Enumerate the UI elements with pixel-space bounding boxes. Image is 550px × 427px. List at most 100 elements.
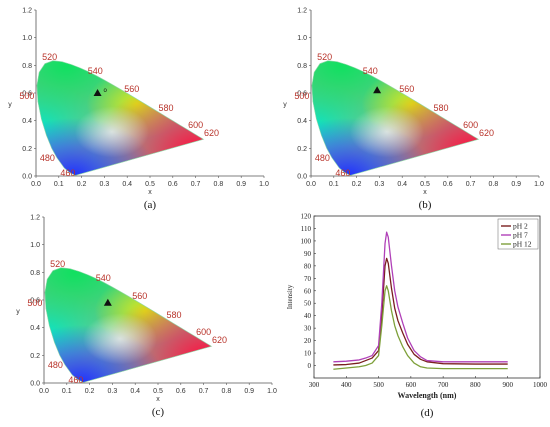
x-tick-label: 0.3	[375, 181, 385, 188]
x-tick-label: 0.1	[329, 181, 339, 188]
x-tick-label: 0.0	[39, 388, 49, 395]
x-axis-label: Wavelength (nm)	[398, 391, 457, 400]
wavelength-label: 540	[96, 273, 111, 283]
y-tick-label: 0.0	[22, 174, 32, 181]
wavelength-label: 480	[315, 153, 330, 163]
wavelength-label: 560	[124, 84, 139, 94]
x-tick-label: 1000	[533, 381, 548, 389]
y-tick-label: 0.6	[30, 298, 40, 305]
wavelength-label: 540	[88, 66, 103, 76]
panel-caption: (a)	[144, 199, 157, 211]
wavelength-label: 520	[50, 259, 65, 269]
color-coordinate-point	[373, 86, 382, 94]
x-tick-label: 1.0	[259, 181, 269, 188]
y-axis-label: y	[283, 101, 287, 108]
wavelength-label: 480	[40, 153, 55, 163]
wavelength-label: 500	[19, 91, 34, 101]
x-tick-label: 0.7	[466, 181, 476, 188]
y-tick-label: 1.0	[30, 242, 40, 249]
wavelength-label: 580	[158, 103, 173, 113]
wavelength-label: 500	[27, 298, 42, 308]
x-tick-label: 0.1	[62, 388, 72, 395]
legend-entry: pH 2	[513, 222, 528, 231]
legend-entry: pH 12	[513, 240, 532, 249]
wavelength-label: 560	[399, 84, 414, 94]
wavelength-label: 460	[60, 168, 75, 178]
x-tick-label: 0.4	[122, 181, 132, 188]
y-tick-label: 0	[308, 362, 312, 370]
y-tick-label: 1.0	[297, 35, 307, 42]
y-tick-label: 0.2	[297, 146, 307, 153]
wavelength-label: 480	[48, 360, 63, 370]
x-tick-label: 0.1	[54, 181, 64, 188]
x-tick-label: 600	[406, 381, 417, 389]
x-tick-label: 0.8	[489, 181, 499, 188]
x-tick-label: 0.6	[168, 181, 178, 188]
y-axis-label: y	[16, 308, 20, 315]
panel-caption: (d)	[421, 407, 434, 419]
wavelength-label: 460	[335, 168, 350, 178]
x-tick-label: 700	[438, 381, 449, 389]
y-tick-label: 100	[301, 237, 312, 245]
x-tick-label: 0.5	[153, 388, 163, 395]
x-axis-label: x	[423, 189, 427, 196]
chromaticity-gamut-fill	[44, 267, 212, 383]
y-tick-label: 1.2	[297, 8, 307, 15]
y-tick-label: 0.0	[297, 174, 307, 181]
y-tick-label: 0.6	[297, 91, 307, 98]
x-tick-label: 0.7	[191, 181, 201, 188]
wavelength-label: 500	[294, 91, 309, 101]
panel-caption: (b)	[419, 199, 432, 211]
cie-panel-c: 0.0 0.1 0.2 0.3 0.4 0.5 0.6 0.7 0.8 0.9 1.0 0.0 0.2 0…	[16, 215, 277, 419]
wavelength-label: 600	[196, 327, 211, 337]
x-tick-label: 0.9	[236, 181, 246, 188]
wavelength-label: 620	[204, 128, 219, 138]
y-tick-label: 60	[304, 287, 312, 295]
spectral-locus	[44, 267, 213, 383]
x-tick-label: 800	[470, 381, 481, 389]
x-tick-label: 0.8	[214, 181, 224, 188]
x-tick-label: 900	[502, 381, 513, 389]
spectrum-panel-d: 300 400 500 600 700 800 900 1000 0 10 20 30 40 50 60 70…	[286, 213, 548, 420]
x-tick-label: 0.4	[130, 388, 140, 395]
x-tick-label: 0.3	[108, 388, 118, 395]
wavelength-label: 460	[68, 375, 83, 385]
y-tick-label: 120	[301, 213, 312, 221]
x-tick-label: 0.0	[31, 181, 41, 188]
series-line-ph-2	[333, 257, 508, 366]
chromaticity-gamut-fill	[311, 60, 479, 176]
chromaticity-gamut-fill	[36, 60, 204, 176]
x-tick-label: 400	[341, 381, 352, 389]
y-tick-label: 80	[304, 262, 312, 270]
x-tick-label: 0.8	[222, 388, 232, 395]
series-line-ph-7	[333, 231, 508, 363]
x-tick-label: 0.9	[511, 181, 521, 188]
x-tick-label: 0.3	[100, 181, 110, 188]
y-tick-label: 70	[304, 275, 312, 283]
spectral-locus	[311, 60, 480, 176]
y-tick-label: 30	[304, 325, 312, 333]
y-axis-label: y	[8, 101, 12, 108]
y-tick-label: 1.2	[30, 215, 40, 222]
x-tick-label: 300	[309, 381, 320, 389]
y-tick-label: 0.8	[30, 270, 40, 277]
color-coordinate-point	[93, 89, 102, 96]
x-tick-label: 0.9	[244, 388, 254, 395]
y-tick-label: 0.4	[297, 118, 307, 125]
wavelength-label: 620	[212, 335, 227, 345]
x-tick-label: 0.7	[199, 388, 209, 395]
x-axis-label: x	[156, 396, 160, 403]
wavelength-label: 600	[463, 120, 478, 130]
wavelength-label: 520	[42, 52, 57, 62]
y-tick-label: 0.4	[22, 118, 32, 125]
y-tick-label: 0.2	[30, 353, 40, 360]
x-tick-label: 0.5	[145, 181, 155, 188]
y-tick-label: 0.8	[297, 63, 307, 70]
x-tick-label: 0.0	[306, 181, 316, 188]
color-coordinate-point	[103, 298, 112, 306]
wavelength-label: 620	[479, 128, 494, 138]
panel-caption: (c)	[152, 406, 165, 418]
wavelength-label: 520	[317, 52, 332, 62]
y-tick-label: 1.2	[22, 8, 32, 15]
